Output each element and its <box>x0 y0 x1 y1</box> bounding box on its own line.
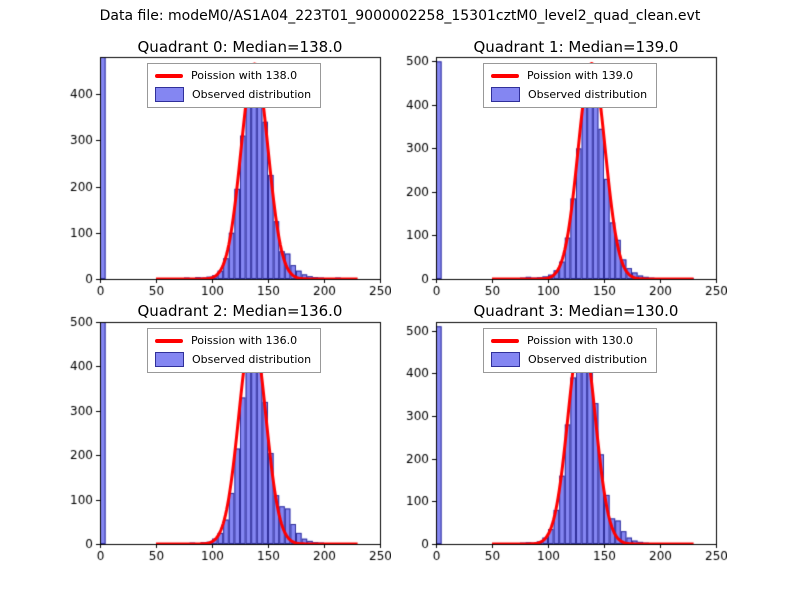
legend-label-poisson: Poission with 130.0 <box>527 334 634 347</box>
legend-item-observed: Observed distribution <box>155 352 311 367</box>
legend-item-observed: Observed distribution <box>491 87 647 102</box>
poisson-line-icon <box>491 338 519 343</box>
legend-label-poisson: Poission with 138.0 <box>191 69 298 82</box>
poisson-line-icon <box>155 73 183 78</box>
legend-item-poisson: Poission with 136.0 <box>155 334 311 347</box>
legend-q2: Poission with 136.0 Observed distributio… <box>147 328 322 373</box>
poisson-line-icon <box>491 73 519 78</box>
histogram-patch-icon <box>491 352 520 367</box>
legend-label-poisson: Poission with 139.0 <box>527 69 634 82</box>
histogram-patch-icon <box>155 352 184 367</box>
legend-q3: Poission with 130.0 Observed distributio… <box>483 328 658 373</box>
legend-label-observed: Observed distribution <box>192 353 312 366</box>
legend-item-poisson: Poission with 138.0 <box>155 69 311 82</box>
subplot-quadrant-2: Poission with 136.0 Observed distributio… <box>55 314 391 570</box>
subplot-quadrant-0: Poission with 138.0 Observed distributio… <box>55 49 391 305</box>
legend-label-observed: Observed distribution <box>192 88 312 101</box>
histogram-patch-icon <box>491 87 520 102</box>
legend-label-observed: Observed distribution <box>528 353 648 366</box>
subplot-quadrant-3: Poission with 130.0 Observed distributio… <box>391 314 727 570</box>
histogram-patch-icon <box>155 87 184 102</box>
legend-q0: Poission with 138.0 Observed distributio… <box>147 63 322 108</box>
poisson-line-icon <box>155 338 183 343</box>
subplot-quadrant-1: Poission with 139.0 Observed distributio… <box>391 49 727 305</box>
legend-q1: Poission with 139.0 Observed distributio… <box>483 63 658 108</box>
figure-suptitle: Data file: modeM0/AS1A04_223T01_90000022… <box>99 8 701 24</box>
legend-label-observed: Observed distribution <box>528 88 648 101</box>
legend-item-observed: Observed distribution <box>155 87 311 102</box>
legend-item-poisson: Poission with 139.0 <box>491 69 647 82</box>
legend-item-poisson: Poission with 130.0 <box>491 334 647 347</box>
legend-item-observed: Observed distribution <box>491 352 647 367</box>
legend-label-poisson: Poission with 136.0 <box>191 334 298 347</box>
